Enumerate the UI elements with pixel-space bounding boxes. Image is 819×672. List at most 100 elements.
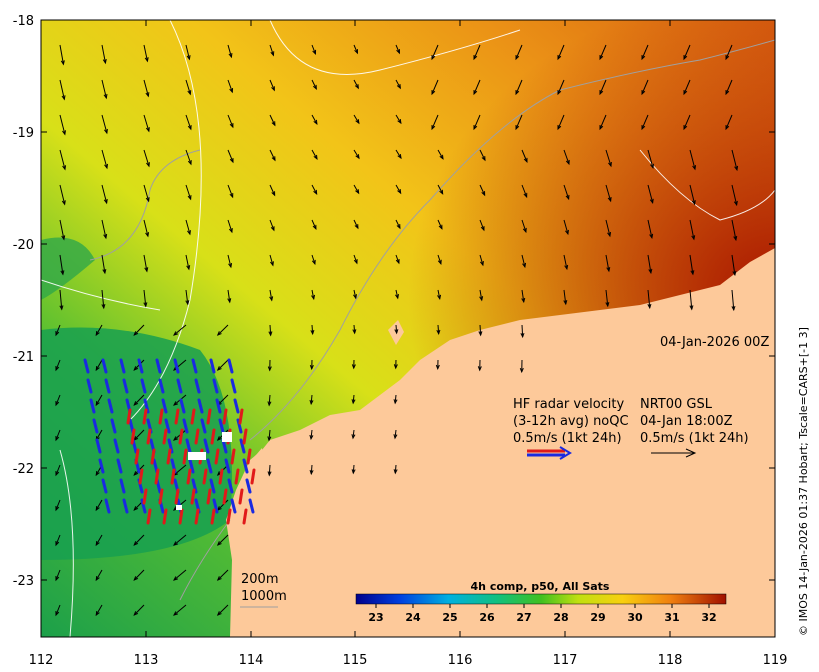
nrt-arrow xyxy=(95,429,103,441)
nrt-arrowhead xyxy=(393,364,398,370)
nrt-arrow xyxy=(725,44,733,60)
nrt-current-arrows xyxy=(55,44,739,617)
nrt-arrow xyxy=(268,429,271,441)
nrt-arrow xyxy=(431,79,439,95)
nrt-arrow xyxy=(647,149,654,168)
nrt-arrowhead xyxy=(431,124,436,131)
nrt-arrowhead xyxy=(216,331,222,336)
nrt-arrow xyxy=(59,149,66,170)
nrt-arrowhead xyxy=(473,54,478,61)
nrt-arrowhead xyxy=(187,90,192,96)
nrt-arrowhead xyxy=(62,130,66,136)
nrt-arrowhead xyxy=(557,124,562,131)
nrt-arrow xyxy=(563,149,570,165)
radar-vector-red xyxy=(126,408,132,425)
radar-vector-blue xyxy=(212,498,219,514)
nrt-arrowhead xyxy=(557,54,562,61)
nrt-arrow xyxy=(55,604,61,616)
radar-site-markers xyxy=(176,432,232,510)
nrt-arrowhead xyxy=(173,436,178,441)
nrt-arrowhead xyxy=(649,233,654,240)
nrt-arrowhead xyxy=(312,49,317,56)
nrt-arrowhead xyxy=(351,469,356,475)
nrt-arrow xyxy=(55,394,61,406)
cool-sst-nearshore xyxy=(41,327,232,560)
nrt-arrow xyxy=(521,219,527,233)
nrt-arrow xyxy=(473,79,481,95)
radar-vector-blue xyxy=(122,378,129,394)
nrt-arrow xyxy=(479,219,485,231)
nrt-arrowhead xyxy=(55,610,60,617)
nrt-arrowhead xyxy=(270,226,275,232)
nrt-arrowhead xyxy=(309,399,314,406)
nrt-arrowhead xyxy=(145,197,150,203)
nrt-arrowhead xyxy=(479,296,484,302)
nrt-arrow xyxy=(689,219,695,240)
nrt-arrowhead xyxy=(641,124,646,131)
nrt-arrowhead xyxy=(523,157,528,164)
colorbar-tick-29: 29 xyxy=(590,611,605,624)
radar-vector-blue xyxy=(236,418,243,434)
nrt-arrow xyxy=(95,324,103,336)
nrt-arrow xyxy=(95,569,103,581)
nrt-arrow xyxy=(353,149,360,159)
nrt-arrow xyxy=(395,289,399,299)
nrt-arrowhead xyxy=(480,226,485,232)
radar-vector-blue xyxy=(173,358,180,374)
nrt-arrowhead xyxy=(269,296,274,302)
lon-tick-112: 112 xyxy=(29,653,54,668)
nrt-arrow xyxy=(605,219,611,237)
radar-vector-blue xyxy=(203,438,210,454)
radar-vector-blue xyxy=(164,418,171,434)
nrt-arrowhead xyxy=(271,156,276,162)
nrt-arrow xyxy=(479,254,484,266)
nrt-arrow xyxy=(605,184,612,202)
radar-vector-red xyxy=(162,508,168,525)
nrt-arrow xyxy=(95,359,103,371)
nrt-arrowhead xyxy=(55,365,60,372)
colorbar-tick-24: 24 xyxy=(405,611,421,624)
nrt-arrowhead xyxy=(173,576,178,581)
nrt-arrow xyxy=(217,604,229,616)
nrt-arrow xyxy=(269,254,274,266)
nrt-arrowhead xyxy=(95,365,100,372)
radar-vector-red xyxy=(238,408,244,425)
nrt-arrowhead xyxy=(393,469,398,475)
nrt-arrow xyxy=(101,219,107,239)
nrt-arrowhead xyxy=(394,329,399,335)
nrt-arrowhead xyxy=(133,366,139,371)
hf-legend-line1: HF radar velocity xyxy=(513,397,625,412)
radar-vector-blue xyxy=(137,358,144,374)
radar-vector-red xyxy=(142,488,148,505)
nrt-arrowhead xyxy=(725,124,730,131)
nrt-arrowhead xyxy=(355,154,360,160)
nrt-arrow xyxy=(185,114,192,130)
nrt-arrowhead xyxy=(439,154,444,160)
nrt-arrowhead xyxy=(229,158,234,164)
radar-vector-blue xyxy=(92,418,99,434)
nrt-arrowhead xyxy=(351,434,356,440)
nrt-arrow xyxy=(185,149,192,165)
nrt-arrowhead xyxy=(599,54,604,61)
radar-vector-red xyxy=(246,448,252,465)
radar-vector-blue xyxy=(188,458,195,474)
nrt-arrow xyxy=(59,79,65,100)
nrt-arrow xyxy=(59,114,66,135)
nrt-arrowhead xyxy=(133,611,139,616)
nrt-arrow xyxy=(59,254,64,275)
nrt-arrowhead xyxy=(731,305,736,312)
nrt-arrowhead xyxy=(229,88,234,94)
nrt-arrowhead xyxy=(145,232,150,238)
nrt-arrow xyxy=(557,44,565,60)
nrt-arrow xyxy=(173,324,187,336)
hf-radar-vectors xyxy=(83,358,256,525)
nrt-arrowhead xyxy=(310,329,315,336)
nrt-arrowhead xyxy=(397,189,402,195)
radar-vector-red xyxy=(174,488,180,505)
nrt-arrowhead xyxy=(271,86,275,92)
nrt-arrow xyxy=(227,184,234,198)
nrt-arrowhead xyxy=(55,470,60,477)
nrt-arrow xyxy=(395,149,402,159)
nrt-arrow xyxy=(605,149,612,167)
nrt-arrowhead xyxy=(133,471,139,476)
